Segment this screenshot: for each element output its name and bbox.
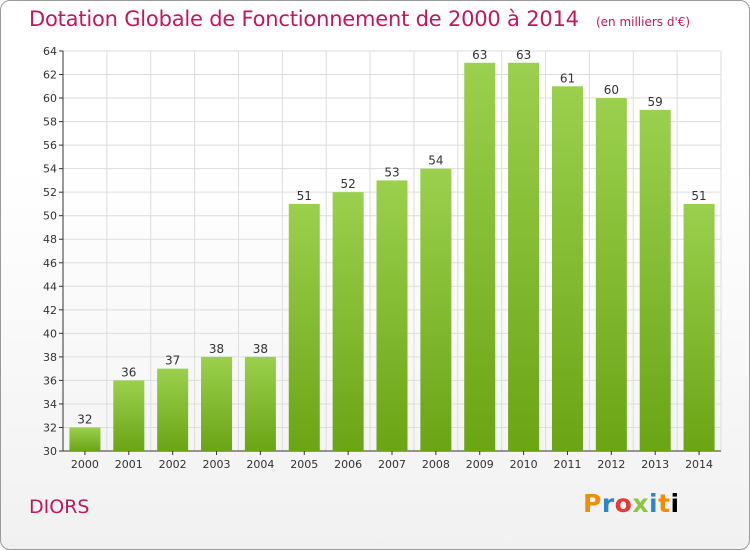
y-tick-label: 50 [43,210,57,223]
data-label-2010: 63 [516,48,531,62]
y-tick-label: 46 [43,257,57,270]
chart-title-block: Dotation Globale de Fonctionnement de 20… [29,7,690,31]
data-label-2002: 37 [165,354,180,368]
y-tick-label: 54 [43,163,57,176]
bars [69,62,715,452]
y-tick-label: 48 [43,233,57,246]
y-tick-label: 58 [43,116,57,129]
y-tick-label: 60 [43,92,57,105]
x-tick-label-2011: 2011 [553,458,581,471]
data-label-2012: 60 [604,83,619,97]
logo-letter: r [601,489,615,518]
y-tick-label: 32 [43,421,57,434]
x-tick-label-2002: 2002 [159,458,187,471]
bar-2002 [157,368,189,451]
bar-2008 [420,168,452,451]
x-tick-label-2003: 2003 [203,458,231,471]
data-label-2009: 63 [472,48,487,62]
logo-letter: t [658,489,671,518]
data-label-2007: 53 [384,165,399,179]
bar-2012 [595,98,627,451]
logo-letter: o [614,489,633,518]
bar-2011 [551,86,583,451]
y-tick-label: 52 [43,186,57,199]
x-tick-label-2012: 2012 [597,458,625,471]
y-tick-label: 30 [43,445,57,458]
data-label-2005: 51 [297,189,312,203]
bar-2005 [288,203,320,451]
bar-2003 [201,356,233,451]
x-tick-label-2009: 2009 [466,458,494,471]
bar-2009 [464,62,496,451]
bar-2013 [639,109,671,451]
y-tick-label: 38 [43,351,57,364]
data-label-2004: 38 [253,342,268,356]
data-label-2001: 36 [121,365,136,379]
x-tick-label-2007: 2007 [378,458,406,471]
data-label-2011: 61 [560,71,575,85]
data-label-2008: 54 [428,154,443,168]
x-tick-label-2006: 2006 [334,458,362,471]
logo-letter: x [632,489,649,518]
y-tick-label: 44 [43,280,57,293]
x-tick-label-2014: 2014 [685,458,713,471]
bar-2010 [508,62,540,451]
bar-2007 [376,180,408,452]
proxiti-logo[interactable]: Proxiti [583,489,680,518]
data-label-2000: 32 [77,412,92,426]
y-tick-label: 42 [43,304,57,317]
bar-2014 [683,203,715,451]
data-label-2003: 38 [209,342,224,356]
x-tick-label-2008: 2008 [422,458,450,471]
data-label-2014: 51 [691,189,706,203]
data-label-2013: 59 [648,95,663,109]
y-tick-label: 64 [43,45,57,58]
y-tick-label: 56 [43,139,57,152]
x-tick-label-2005: 2005 [290,458,318,471]
bar-2004 [244,356,276,451]
logo-letter: P [583,489,602,518]
bar-2001 [113,380,145,451]
y-tick-label: 62 [43,69,57,82]
x-tick-label-2010: 2010 [510,458,538,471]
x-tick-label-2000: 2000 [71,458,99,471]
logo-letter: i [649,489,659,518]
x-tick-label-2004: 2004 [246,458,274,471]
data-label-2006: 52 [340,177,355,191]
chart-title: Dotation Globale de Fonctionnement de 20… [29,7,579,31]
chart-subtitle: (en milliers d'€) [595,15,691,29]
x-tick-label-2013: 2013 [641,458,669,471]
bar-2006 [332,192,364,452]
commune-name: DIORS [29,496,90,518]
y-tick-label: 40 [43,327,57,340]
labels: 30 32 34 36 38 40 42 44 46 48 50 52 54 56 58 60 62 64 32 20… [43,45,713,471]
logo-letter: i [670,489,680,518]
x-tick-label-2001: 2001 [115,458,143,471]
y-tick-label: 36 [43,374,57,387]
bar-2000 [69,427,101,451]
y-tick-label: 34 [43,398,57,411]
